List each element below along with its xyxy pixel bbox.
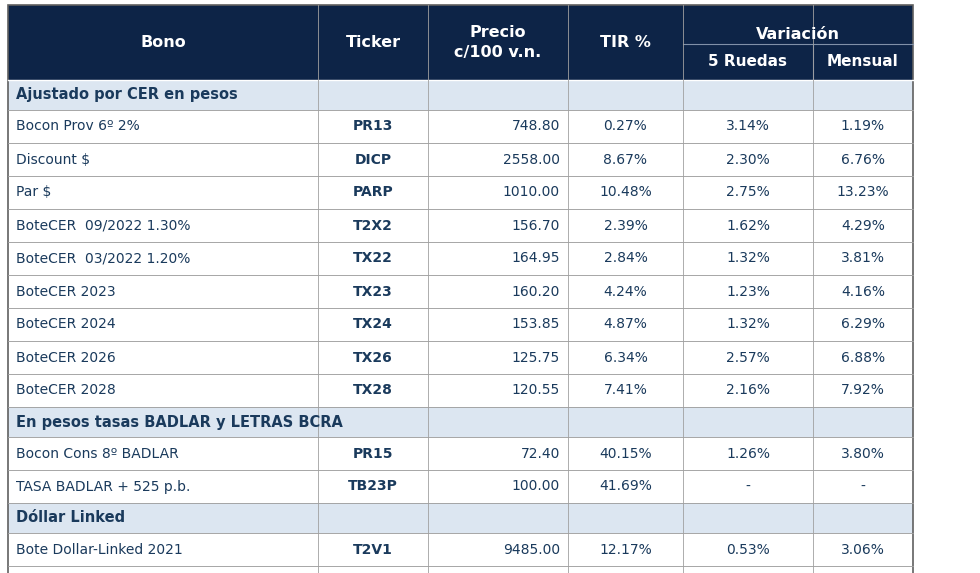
Text: TX26: TX26 [353,351,393,364]
Text: TX22: TX22 [353,252,393,265]
Bar [8,5,913,80]
Text: TIR %: TIR % [600,35,651,50]
Text: Dóllar Linked: Dóllar Linked [16,511,125,525]
Text: 164.95: 164.95 [512,252,560,265]
Bar [8,176,913,209]
Text: 3.14%: 3.14% [726,120,770,134]
Text: 120.55: 120.55 [512,383,560,398]
Text: 2.84%: 2.84% [604,252,648,265]
Text: 160.20: 160.20 [512,285,560,299]
Text: 100.00: 100.00 [512,480,560,493]
Text: Mensual: Mensual [827,54,899,69]
Text: TB23P: TB23P [348,480,398,493]
Bar [8,374,913,407]
Text: 13.23%: 13.23% [837,186,889,199]
Text: TX23: TX23 [353,285,393,299]
Text: BoteCER 2028: BoteCER 2028 [16,383,116,398]
Text: 0.53%: 0.53% [726,543,770,556]
Bar [8,143,913,176]
Text: 2.16%: 2.16% [726,383,770,398]
Text: 7.92%: 7.92% [841,383,885,398]
Text: 40.15%: 40.15% [599,446,652,461]
Text: 6.76%: 6.76% [841,152,885,167]
Text: Bote Dollar-Linked 2021: Bote Dollar-Linked 2021 [16,543,182,556]
Text: TASA BADLAR + 525 p.b.: TASA BADLAR + 525 p.b. [16,480,190,493]
Text: 2.75%: 2.75% [726,186,770,199]
Bar [8,308,913,341]
Text: DICP: DICP [355,152,392,167]
Text: 1.62%: 1.62% [726,218,770,233]
Text: 12.17%: 12.17% [599,543,652,556]
Text: 6.88%: 6.88% [841,351,885,364]
Bar [8,407,913,437]
Bar [8,110,913,143]
Text: 2.57%: 2.57% [726,351,770,364]
Text: 6.34%: 6.34% [604,351,648,364]
Text: 1.19%: 1.19% [841,120,885,134]
Text: 156.70: 156.70 [512,218,560,233]
Text: 2.39%: 2.39% [604,218,648,233]
Bar [8,566,913,573]
Text: 153.85: 153.85 [512,317,560,332]
Text: T2X2: T2X2 [353,218,393,233]
Text: Ajustado por CER en pesos: Ajustado por CER en pesos [16,88,238,103]
Text: Bono: Bono [140,35,186,50]
Text: Par $: Par $ [16,186,51,199]
Text: BoteCER 2024: BoteCER 2024 [16,317,116,332]
Text: Variación: Variación [756,27,840,42]
Bar [8,209,913,242]
Text: 41.69%: 41.69% [599,480,652,493]
Text: 4.24%: 4.24% [604,285,648,299]
Text: BoteCER  09/2022 1.30%: BoteCER 09/2022 1.30% [16,218,190,233]
Text: -: - [860,480,865,493]
Text: 72.40: 72.40 [520,446,560,461]
Text: 125.75: 125.75 [512,351,560,364]
Text: 7.41%: 7.41% [604,383,648,398]
Text: 2.30%: 2.30% [726,152,770,167]
Text: BoteCER  03/2022 1.20%: BoteCER 03/2022 1.20% [16,252,190,265]
Text: 6.29%: 6.29% [841,317,885,332]
Text: Bocon Prov 6º 2%: Bocon Prov 6º 2% [16,120,140,134]
Text: En pesos tasas BADLAR y LETRAS BCRA: En pesos tasas BADLAR y LETRAS BCRA [16,414,343,430]
Text: 2558.00: 2558.00 [503,152,560,167]
Text: 1010.00: 1010.00 [503,186,560,199]
Text: 1.26%: 1.26% [726,446,770,461]
Bar [8,503,913,533]
Text: PR15: PR15 [353,446,393,461]
Text: TX24: TX24 [353,317,393,332]
Text: BoteCER 2026: BoteCER 2026 [16,351,116,364]
Text: Ticker: Ticker [345,35,401,50]
Text: 3.06%: 3.06% [841,543,885,556]
Text: -: - [746,480,751,493]
Text: Precio
c/100 v.n.: Precio c/100 v.n. [455,25,542,60]
Text: Discount $: Discount $ [16,152,90,167]
Text: 8.67%: 8.67% [604,152,648,167]
Text: 4.29%: 4.29% [841,218,885,233]
Text: 3.81%: 3.81% [841,252,885,265]
Bar [8,275,913,308]
Bar [8,533,913,566]
Text: 1.23%: 1.23% [726,285,770,299]
Bar [8,437,913,470]
Text: 1.32%: 1.32% [726,252,770,265]
Text: 5 Ruedas: 5 Ruedas [709,54,788,69]
Text: Bocon Cons 8º BADLAR: Bocon Cons 8º BADLAR [16,446,178,461]
Text: PR13: PR13 [353,120,393,134]
Text: TX28: TX28 [353,383,393,398]
Bar [8,80,913,110]
Text: 4.87%: 4.87% [604,317,648,332]
Text: 9485.00: 9485.00 [503,543,560,556]
Text: 1.32%: 1.32% [726,317,770,332]
Text: 0.27%: 0.27% [604,120,648,134]
Text: 748.80: 748.80 [512,120,560,134]
Text: 3.80%: 3.80% [841,446,885,461]
Text: 10.48%: 10.48% [599,186,652,199]
Text: 4.16%: 4.16% [841,285,885,299]
Bar [8,470,913,503]
Text: BoteCER 2023: BoteCER 2023 [16,285,116,299]
Text: PARP: PARP [353,186,393,199]
Bar [8,242,913,275]
Text: T2V1: T2V1 [353,543,393,556]
Bar [8,341,913,374]
